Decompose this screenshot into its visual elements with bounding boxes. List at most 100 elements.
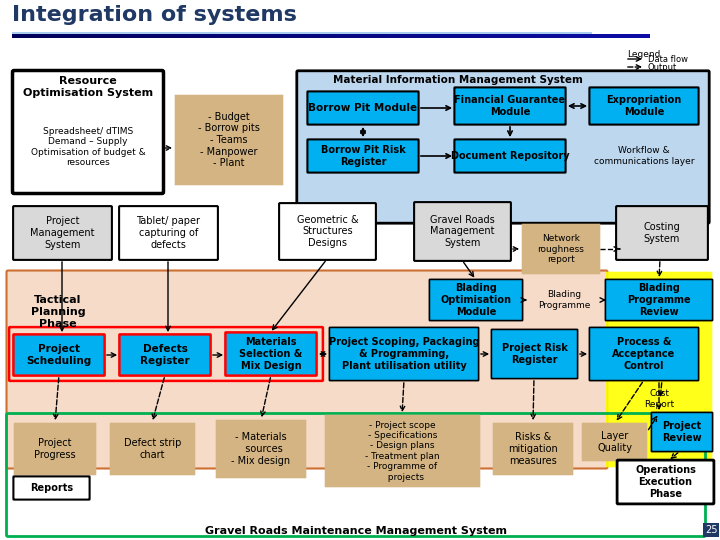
Bar — [344, 34, 346, 38]
Bar — [178, 34, 179, 38]
Bar — [338, 34, 340, 38]
Bar — [364, 34, 365, 38]
Bar — [280, 34, 282, 38]
Text: Document Repository: Document Repository — [451, 151, 570, 161]
Bar — [63, 34, 64, 38]
Bar — [618, 34, 619, 38]
Bar — [369, 34, 371, 38]
Bar — [336, 34, 337, 38]
Bar — [640, 34, 642, 38]
Bar — [500, 34, 502, 38]
Bar — [296, 34, 297, 38]
Bar — [242, 34, 243, 38]
Text: Project Risk
Register: Project Risk Register — [502, 343, 567, 365]
Bar — [603, 34, 604, 38]
Bar — [374, 34, 375, 38]
Bar — [584, 34, 585, 38]
Bar — [504, 34, 505, 38]
Bar — [473, 34, 474, 38]
Bar — [581, 34, 582, 38]
Bar — [140, 34, 141, 38]
Bar — [282, 34, 283, 38]
FancyBboxPatch shape — [414, 202, 511, 261]
Text: Network
roughness
report: Network roughness report — [538, 234, 585, 264]
Bar — [153, 34, 154, 38]
FancyBboxPatch shape — [109, 423, 195, 475]
Bar — [192, 34, 194, 38]
Bar — [229, 34, 230, 38]
Bar — [465, 34, 467, 38]
Bar — [188, 34, 189, 38]
Bar — [624, 34, 625, 38]
FancyBboxPatch shape — [492, 423, 573, 475]
Bar — [571, 34, 572, 38]
Text: Operations
Execution
Phase: Operations Execution Phase — [635, 465, 696, 498]
Bar — [463, 34, 464, 38]
Text: Cost
Report: Cost Report — [644, 389, 674, 409]
Bar — [135, 34, 136, 38]
Bar — [342, 34, 343, 38]
Text: Tactical
Planning
Phase: Tactical Planning Phase — [31, 295, 85, 329]
Bar — [569, 34, 570, 38]
Bar — [392, 34, 394, 38]
Bar — [549, 34, 550, 38]
Bar — [499, 34, 500, 38]
Bar — [609, 34, 611, 38]
Bar — [517, 34, 518, 38]
Bar — [207, 34, 208, 38]
Bar — [583, 34, 584, 38]
Bar — [625, 34, 626, 38]
Bar — [340, 34, 341, 38]
FancyBboxPatch shape — [522, 224, 600, 274]
Bar — [99, 34, 100, 38]
Bar — [179, 34, 181, 38]
Bar — [506, 34, 507, 38]
Bar — [333, 34, 334, 38]
Bar — [647, 34, 648, 38]
Bar — [136, 34, 138, 38]
Bar — [119, 34, 120, 38]
Bar — [431, 34, 432, 38]
Bar — [379, 34, 381, 38]
Bar — [55, 34, 56, 38]
Bar — [455, 34, 456, 38]
Bar — [575, 34, 577, 38]
Bar — [434, 34, 436, 38]
Bar — [632, 34, 634, 38]
Bar — [175, 34, 176, 38]
FancyBboxPatch shape — [6, 271, 608, 469]
Bar — [509, 34, 510, 38]
Bar — [419, 34, 420, 38]
Bar — [152, 34, 153, 38]
Bar — [405, 34, 406, 38]
Bar — [400, 34, 402, 38]
FancyBboxPatch shape — [590, 327, 698, 381]
Bar — [255, 34, 256, 38]
Bar — [112, 34, 113, 38]
Bar — [94, 34, 96, 38]
Bar — [464, 34, 465, 38]
Bar — [13, 34, 14, 38]
Bar — [590, 34, 592, 38]
FancyBboxPatch shape — [119, 206, 218, 260]
Bar — [404, 34, 405, 38]
Bar — [238, 34, 239, 38]
Bar — [96, 34, 98, 38]
Text: Project Scoping, Packaging
& Programming,
Plant utilisation utility: Project Scoping, Packaging & Programming… — [329, 338, 480, 370]
Text: Gravel Roads
Management
System: Gravel Roads Management System — [430, 215, 495, 248]
Bar — [319, 34, 320, 38]
Bar — [73, 34, 75, 38]
Bar — [366, 34, 367, 38]
Bar — [308, 34, 309, 38]
Bar — [117, 34, 119, 38]
Bar — [166, 34, 167, 38]
Bar — [248, 34, 250, 38]
Bar — [206, 34, 207, 38]
Bar — [376, 34, 377, 38]
Bar — [346, 34, 348, 38]
Text: Blading
Programme
Review: Blading Programme Review — [627, 284, 690, 316]
Bar — [294, 34, 296, 38]
Bar — [165, 34, 166, 38]
Bar — [12, 32, 592, 34]
Bar — [626, 34, 627, 38]
